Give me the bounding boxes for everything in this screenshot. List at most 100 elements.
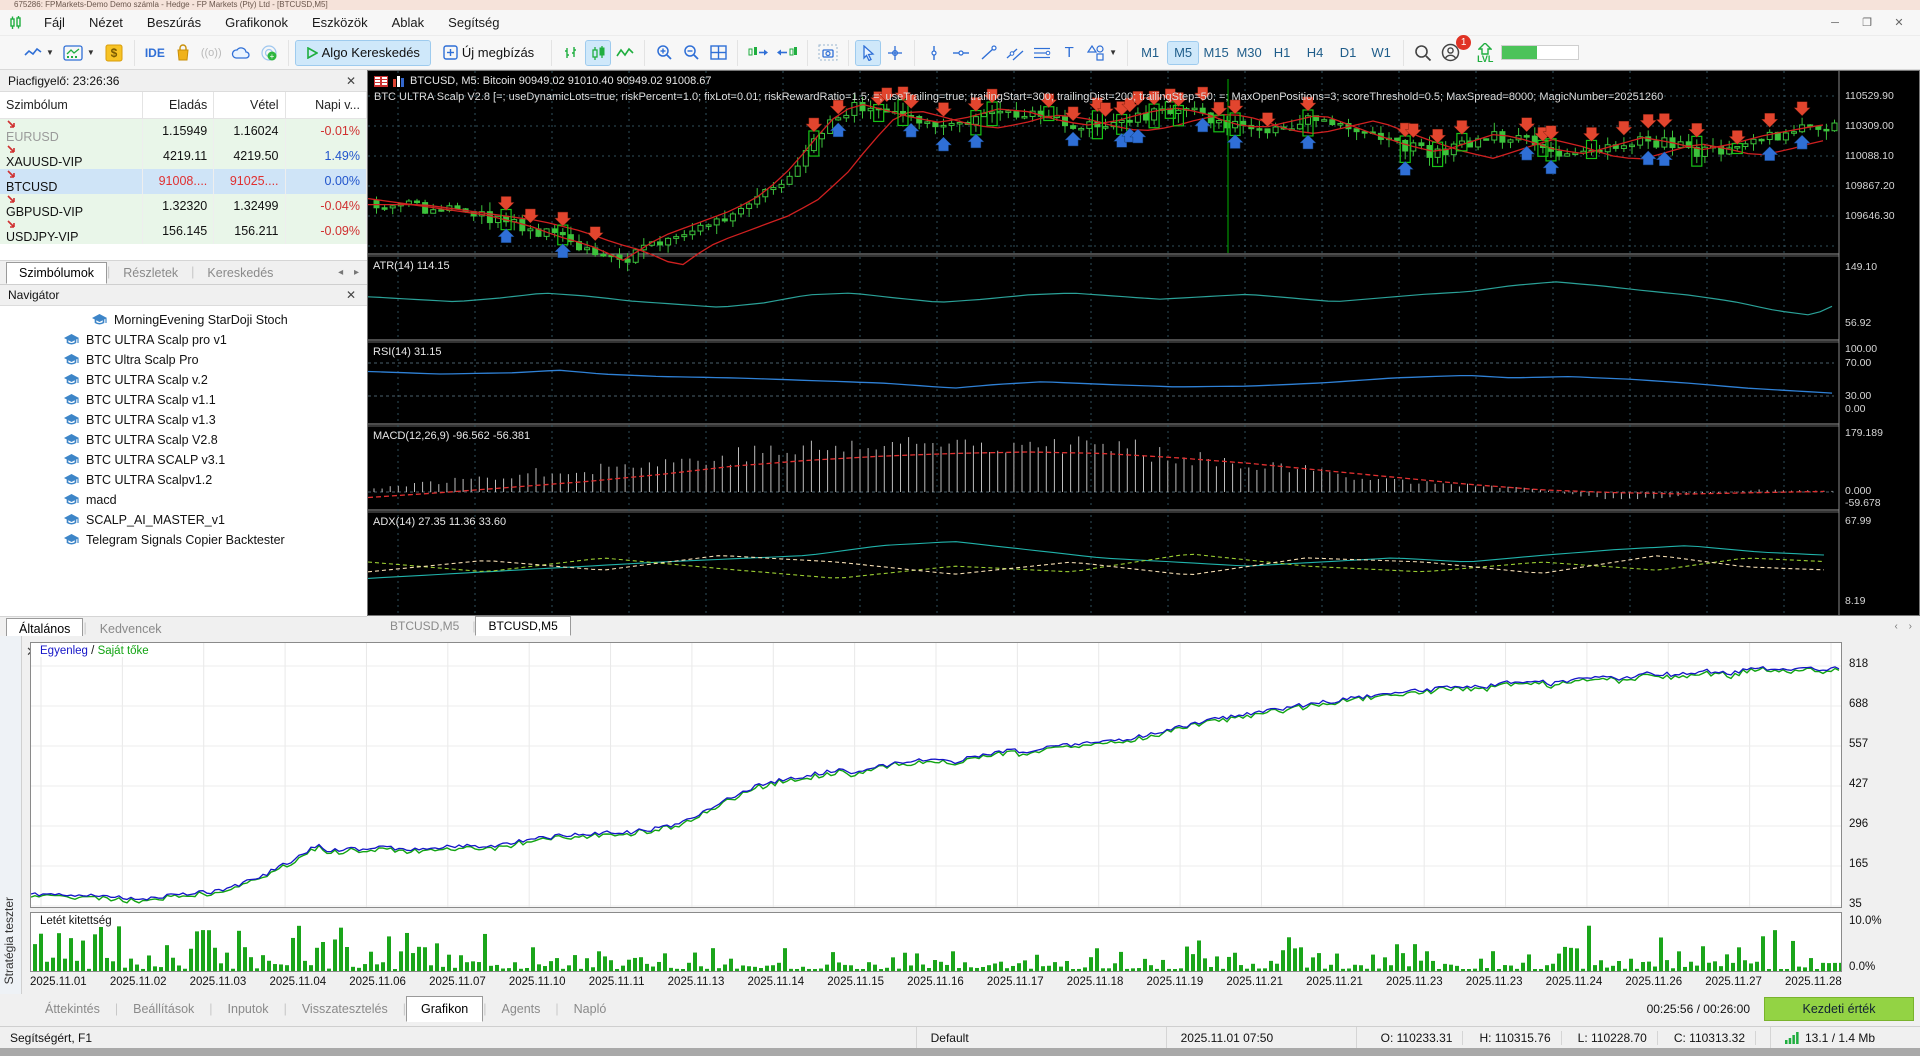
tester-tab-4[interactable]: Grafikon bbox=[405, 996, 484, 1022]
market-bag-icon[interactable] bbox=[171, 41, 195, 65]
mw-tab-1[interactable]: Részletek bbox=[123, 265, 179, 280]
tester-tab-0[interactable]: Áttekintés bbox=[45, 1002, 100, 1016]
chart-tab-0[interactable]: BTCUSD,M5 bbox=[390, 619, 460, 633]
mw-row-BTCUSD[interactable]: BTCUSD 91008.... 91025.... 0.00% bbox=[0, 168, 368, 194]
navigator-item-11[interactable]: Telegram Signals Copier Backtester bbox=[0, 530, 367, 550]
algo-trading-toggle[interactable]: Algo Kereskedés bbox=[294, 39, 431, 66]
channel-tool[interactable] bbox=[1003, 41, 1027, 65]
menu-item-fájl[interactable]: Fájl bbox=[44, 15, 65, 30]
vertical-line-tool[interactable] bbox=[922, 41, 946, 65]
menu-item-grafikonok[interactable]: Grafikonok bbox=[225, 15, 288, 30]
menu-item-ablak[interactable]: Ablak bbox=[391, 15, 425, 30]
chart-tab-1[interactable]: BTCUSD,M5 bbox=[475, 616, 571, 636]
close-icon[interactable]: ✕ bbox=[345, 287, 357, 302]
status-connection[interactable]: 13.1 / 1.4 Mb bbox=[1770, 1027, 1920, 1048]
date-label: 2025.11.16 bbox=[907, 976, 964, 988]
navigator-item-10[interactable]: SCALP_AI_MASTER_v1 bbox=[0, 510, 367, 530]
strategy-tester-side-tab[interactable]: Stratégia teszter bbox=[0, 636, 22, 1024]
mw-row-XAUUSD-VIP[interactable]: XAUUSD-VIP 4219.11 4219.50 1.49% bbox=[0, 143, 368, 169]
mw-col-1[interactable]: Eladás bbox=[142, 92, 215, 119]
mw-row-USDJPY-VIP[interactable]: USDJPY-VIP 156.145 156.211 -0.09% bbox=[0, 218, 368, 244]
shapes-tool[interactable]: ▼ bbox=[1084, 41, 1120, 65]
navigator-item-7[interactable]: BTC ULTRA SCALP v3.1 bbox=[0, 450, 367, 470]
navigator-item-5[interactable]: BTC ULTRA Scalp v1.3 bbox=[0, 410, 367, 430]
trendline-tool[interactable] bbox=[976, 41, 1000, 65]
menu-item-eszközök[interactable]: Eszközök bbox=[312, 15, 368, 30]
zoom-in-button[interactable] bbox=[652, 41, 676, 65]
tester-tab-5[interactable]: Agents bbox=[501, 1002, 541, 1016]
timeframe-M5[interactable]: M5 bbox=[1167, 40, 1200, 65]
tester-tab-2[interactable]: Inputok bbox=[227, 1002, 269, 1016]
chart-presets-button[interactable]: ▼ bbox=[21, 41, 57, 65]
expert-advisor-icon bbox=[64, 433, 79, 445]
candle-chart-mode-button[interactable] bbox=[585, 39, 612, 66]
navigator-item-4[interactable]: BTC ULTRA Scalp v1.1 bbox=[0, 390, 367, 410]
shift-chart-right-icon[interactable] bbox=[745, 41, 771, 65]
timeframe-D1[interactable]: D1 bbox=[1339, 45, 1357, 60]
zoom-out-button[interactable] bbox=[679, 41, 703, 65]
timeframe-M30[interactable]: M30 bbox=[1236, 45, 1262, 60]
date-label: 2025.11.24 bbox=[1545, 976, 1603, 988]
shift-chart-left-icon[interactable] bbox=[774, 41, 800, 65]
signals-icon[interactable]: ((o)) bbox=[200, 46, 222, 59]
mw-col-0[interactable]: Szimbólum bbox=[0, 92, 144, 119]
navigator-item-2[interactable]: BTC Ultra Scalp Pro bbox=[0, 350, 367, 370]
timeframe-H4[interactable]: H4 bbox=[1306, 45, 1324, 60]
metaeditor-ide-button[interactable]: IDE bbox=[144, 45, 165, 60]
status-profile[interactable]: Default bbox=[915, 1027, 1166, 1048]
timeframe-W1[interactable]: W1 bbox=[1371, 45, 1391, 60]
mw-col-3[interactable]: Napi v... bbox=[285, 92, 368, 119]
navigator-item-8[interactable]: BTC ULTRA Scalpv1.2 bbox=[0, 470, 367, 490]
navigator-item-6[interactable]: BTC ULTRA Scalp V2.8 bbox=[0, 430, 367, 450]
navigator-item-0[interactable]: MorningEvening StarDoji Stoch bbox=[0, 310, 367, 330]
community-account-icon[interactable]: 1 bbox=[1438, 34, 1472, 65]
crosshair-tool-button[interactable] bbox=[883, 41, 907, 65]
tester-tab-3[interactable]: Visszatesztelés bbox=[301, 1002, 388, 1016]
mw-col-2[interactable]: Vétel bbox=[213, 92, 286, 119]
text-tool[interactable]: T bbox=[1064, 44, 1074, 61]
tester-elapsed-time: 00:25:56 / 00:26:00 bbox=[1646, 1002, 1750, 1016]
tab-scroll-arrows[interactable]: ‹ › bbox=[1894, 620, 1916, 632]
mw-tab-2[interactable]: Kereskedés bbox=[207, 265, 274, 280]
price-scale-label: 110088.10 bbox=[1845, 150, 1894, 162]
bar-chart-mode-button[interactable] bbox=[559, 41, 583, 65]
close-icon[interactable]: ✕ bbox=[345, 73, 357, 88]
close-button[interactable]: ✕ bbox=[1894, 16, 1904, 29]
navigator-header: Navigátor ✕ bbox=[0, 283, 367, 306]
menu-item-segítség[interactable]: Segítség bbox=[448, 15, 500, 30]
mw-row-GBPUSD-VIP[interactable]: GBPUSD-VIP 1.32320 1.32499 -0.04% bbox=[0, 193, 368, 219]
horizontal-line-tool[interactable] bbox=[949, 41, 973, 65]
tab-scroll-arrows[interactable]: ◂ ▸ bbox=[338, 266, 363, 278]
timeframe-H1[interactable]: H1 bbox=[1273, 45, 1291, 60]
screenshot-camera-button[interactable] bbox=[815, 41, 841, 65]
maximize-button[interactable]: ❐ bbox=[1862, 16, 1872, 29]
mw-tab-0[interactable]: Szimbólumok bbox=[6, 261, 108, 284]
indicator-label-2: MACD(12,26,9) -96.562 -56.381 bbox=[373, 430, 531, 442]
search-icon[interactable] bbox=[1411, 41, 1435, 65]
mw-row-EURUSD[interactable]: EURUSD 1.15949 1.16024 -0.01% bbox=[0, 118, 368, 144]
cursor-tool-button[interactable] bbox=[855, 39, 882, 66]
timeframe-M1[interactable]: M1 bbox=[1141, 45, 1160, 60]
navigator-item-3[interactable]: BTC ULTRA Scalp v.2 bbox=[0, 370, 367, 390]
vps-radar-icon[interactable]: + bbox=[257, 41, 281, 65]
deposit-button[interactable]: $ bbox=[101, 41, 127, 65]
menu-item-nézet[interactable]: Nézet bbox=[88, 15, 123, 30]
navigator-item-1[interactable]: BTC ULTRA Scalp pro v1 bbox=[0, 330, 367, 350]
expert-advisor-icon bbox=[64, 533, 79, 545]
fibonacci-tool[interactable] bbox=[1030, 41, 1054, 65]
menu-item-beszúrás[interactable]: Beszúrás bbox=[146, 15, 202, 30]
lvl-upgrade-icon[interactable]: LVL bbox=[1477, 42, 1493, 63]
tester-tab-6[interactable]: Napló bbox=[573, 1002, 607, 1016]
profiles-button[interactable]: ▼ bbox=[60, 41, 98, 65]
chart-canvas[interactable]: BTCUSD, M5: Bitcoin 90949.02 91010.40 90… bbox=[367, 70, 1920, 616]
cloud-icon[interactable] bbox=[228, 41, 254, 65]
line-chart-mode-button[interactable] bbox=[613, 41, 637, 65]
minimize-button[interactable]: ─ bbox=[1831, 16, 1839, 29]
timeframe-M15[interactable]: M15 bbox=[1203, 45, 1229, 60]
navigator-item-9[interactable]: macd bbox=[0, 490, 367, 510]
tester-tab-1[interactable]: Beállítások bbox=[133, 1002, 195, 1016]
tile-windows-button[interactable] bbox=[706, 41, 730, 65]
tester-start-button[interactable]: Kezdeti érték bbox=[1764, 997, 1914, 1021]
new-order-button[interactable]: Új megbízás bbox=[433, 41, 544, 65]
nav-tab-1[interactable]: Kedvencek bbox=[99, 621, 162, 636]
